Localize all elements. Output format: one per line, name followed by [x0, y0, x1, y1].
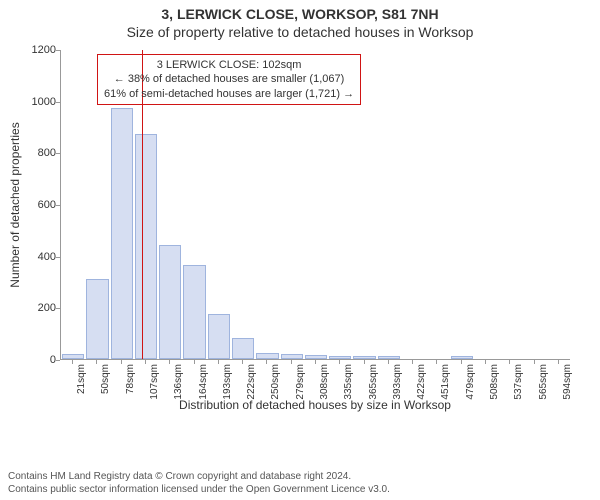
x-tick-mark — [194, 360, 195, 364]
annotation-line1: 3 LERWICK CLOSE: 102sqm — [104, 58, 354, 72]
x-tick-mark — [96, 360, 97, 364]
x-tick-mark — [461, 360, 462, 364]
x-tick-label: 335sqm — [343, 364, 354, 400]
histogram-bar — [378, 356, 400, 359]
plot-region: 3 LERWICK CLOSE: 102sqm← 38% of detached… — [60, 50, 570, 360]
x-tick-mark — [291, 360, 292, 364]
y-tick-label: 0 — [16, 354, 56, 366]
footer-line1: Contains HM Land Registry data © Crown c… — [8, 470, 390, 483]
histogram-bar — [329, 356, 351, 359]
y-tick-label: 200 — [16, 302, 56, 314]
x-tick-label: 422sqm — [416, 364, 427, 400]
x-tick-label: 308sqm — [319, 364, 330, 400]
x-tick-label: 136sqm — [173, 364, 184, 400]
x-tick-mark — [121, 360, 122, 364]
x-tick-label: 365sqm — [368, 364, 379, 400]
annotation-line2: ← 38% of detached houses are smaller (1,… — [104, 72, 354, 86]
chart-container: 3, LERWICK CLOSE, WORKSOP, S81 7NH Size … — [0, 0, 600, 500]
x-tick-mark — [509, 360, 510, 364]
x-tick-label: 250sqm — [270, 364, 281, 400]
y-tick-mark — [56, 257, 60, 258]
histogram-bar — [305, 355, 327, 359]
x-tick-mark — [339, 360, 340, 364]
x-tick-mark — [436, 360, 437, 364]
x-tick-label: 393sqm — [392, 364, 403, 400]
x-tick-mark — [534, 360, 535, 364]
x-tick-label: 451sqm — [440, 364, 451, 400]
histogram-bar — [451, 356, 473, 359]
x-tick-label: 222sqm — [246, 364, 257, 400]
x-tick-label: 21sqm — [76, 364, 87, 394]
x-tick-label: 193sqm — [222, 364, 233, 400]
y-tick-label: 1000 — [16, 96, 56, 108]
y-tick-label: 600 — [16, 199, 56, 211]
y-tick-mark — [56, 102, 60, 103]
x-tick-mark — [412, 360, 413, 364]
address-title: 3, LERWICK CLOSE, WORKSOP, S81 7NH — [0, 0, 600, 22]
footer-attribution: Contains HM Land Registry data © Crown c… — [8, 470, 390, 496]
histogram-bar — [111, 108, 133, 359]
chart-subtitle: Size of property relative to detached ho… — [0, 22, 600, 44]
x-tick-mark — [242, 360, 243, 364]
histogram-bar — [256, 353, 278, 359]
histogram-bar — [208, 314, 230, 359]
footer-line2: Contains public sector information licen… — [8, 483, 390, 496]
y-tick-mark — [56, 308, 60, 309]
x-axis-label: Distribution of detached houses by size … — [60, 398, 570, 412]
x-tick-mark — [169, 360, 170, 364]
x-tick-label: 508sqm — [489, 364, 500, 400]
y-tick-label: 1200 — [16, 44, 56, 56]
x-tick-mark — [315, 360, 316, 364]
x-tick-mark — [218, 360, 219, 364]
histogram-bar — [135, 134, 157, 359]
x-tick-label: 537sqm — [513, 364, 524, 400]
annotation-box: 3 LERWICK CLOSE: 102sqm← 38% of detached… — [97, 54, 361, 105]
x-tick-label: 107sqm — [149, 364, 160, 400]
x-tick-mark — [364, 360, 365, 364]
y-tick-label: 800 — [16, 147, 56, 159]
histogram-bar — [62, 354, 84, 359]
x-tick-label: 565sqm — [538, 364, 549, 400]
histogram-bar — [159, 245, 181, 359]
y-tick-mark — [56, 360, 60, 361]
histogram-bar — [86, 279, 108, 359]
x-tick-mark — [145, 360, 146, 364]
x-tick-mark — [485, 360, 486, 364]
chart-area: Number of detached properties 3 LERWICK … — [60, 50, 570, 410]
histogram-bar — [232, 338, 254, 359]
x-tick-label: 50sqm — [100, 364, 111, 394]
x-tick-label: 164sqm — [198, 364, 209, 400]
histogram-bar — [353, 356, 375, 359]
x-tick-mark — [558, 360, 559, 364]
x-tick-label: 479sqm — [465, 364, 476, 400]
x-tick-mark — [72, 360, 73, 364]
x-tick-mark — [266, 360, 267, 364]
x-tick-label: 279sqm — [295, 364, 306, 400]
y-tick-label: 400 — [16, 251, 56, 263]
annotation-line3: 61% of semi-detached houses are larger (… — [104, 87, 354, 101]
x-tick-label: 594sqm — [562, 364, 573, 400]
histogram-bar — [281, 354, 303, 359]
y-tick-mark — [56, 205, 60, 206]
y-tick-mark — [56, 153, 60, 154]
histogram-bar — [183, 265, 205, 359]
x-tick-label: 78sqm — [125, 364, 136, 394]
y-tick-mark — [56, 50, 60, 51]
x-tick-mark — [388, 360, 389, 364]
